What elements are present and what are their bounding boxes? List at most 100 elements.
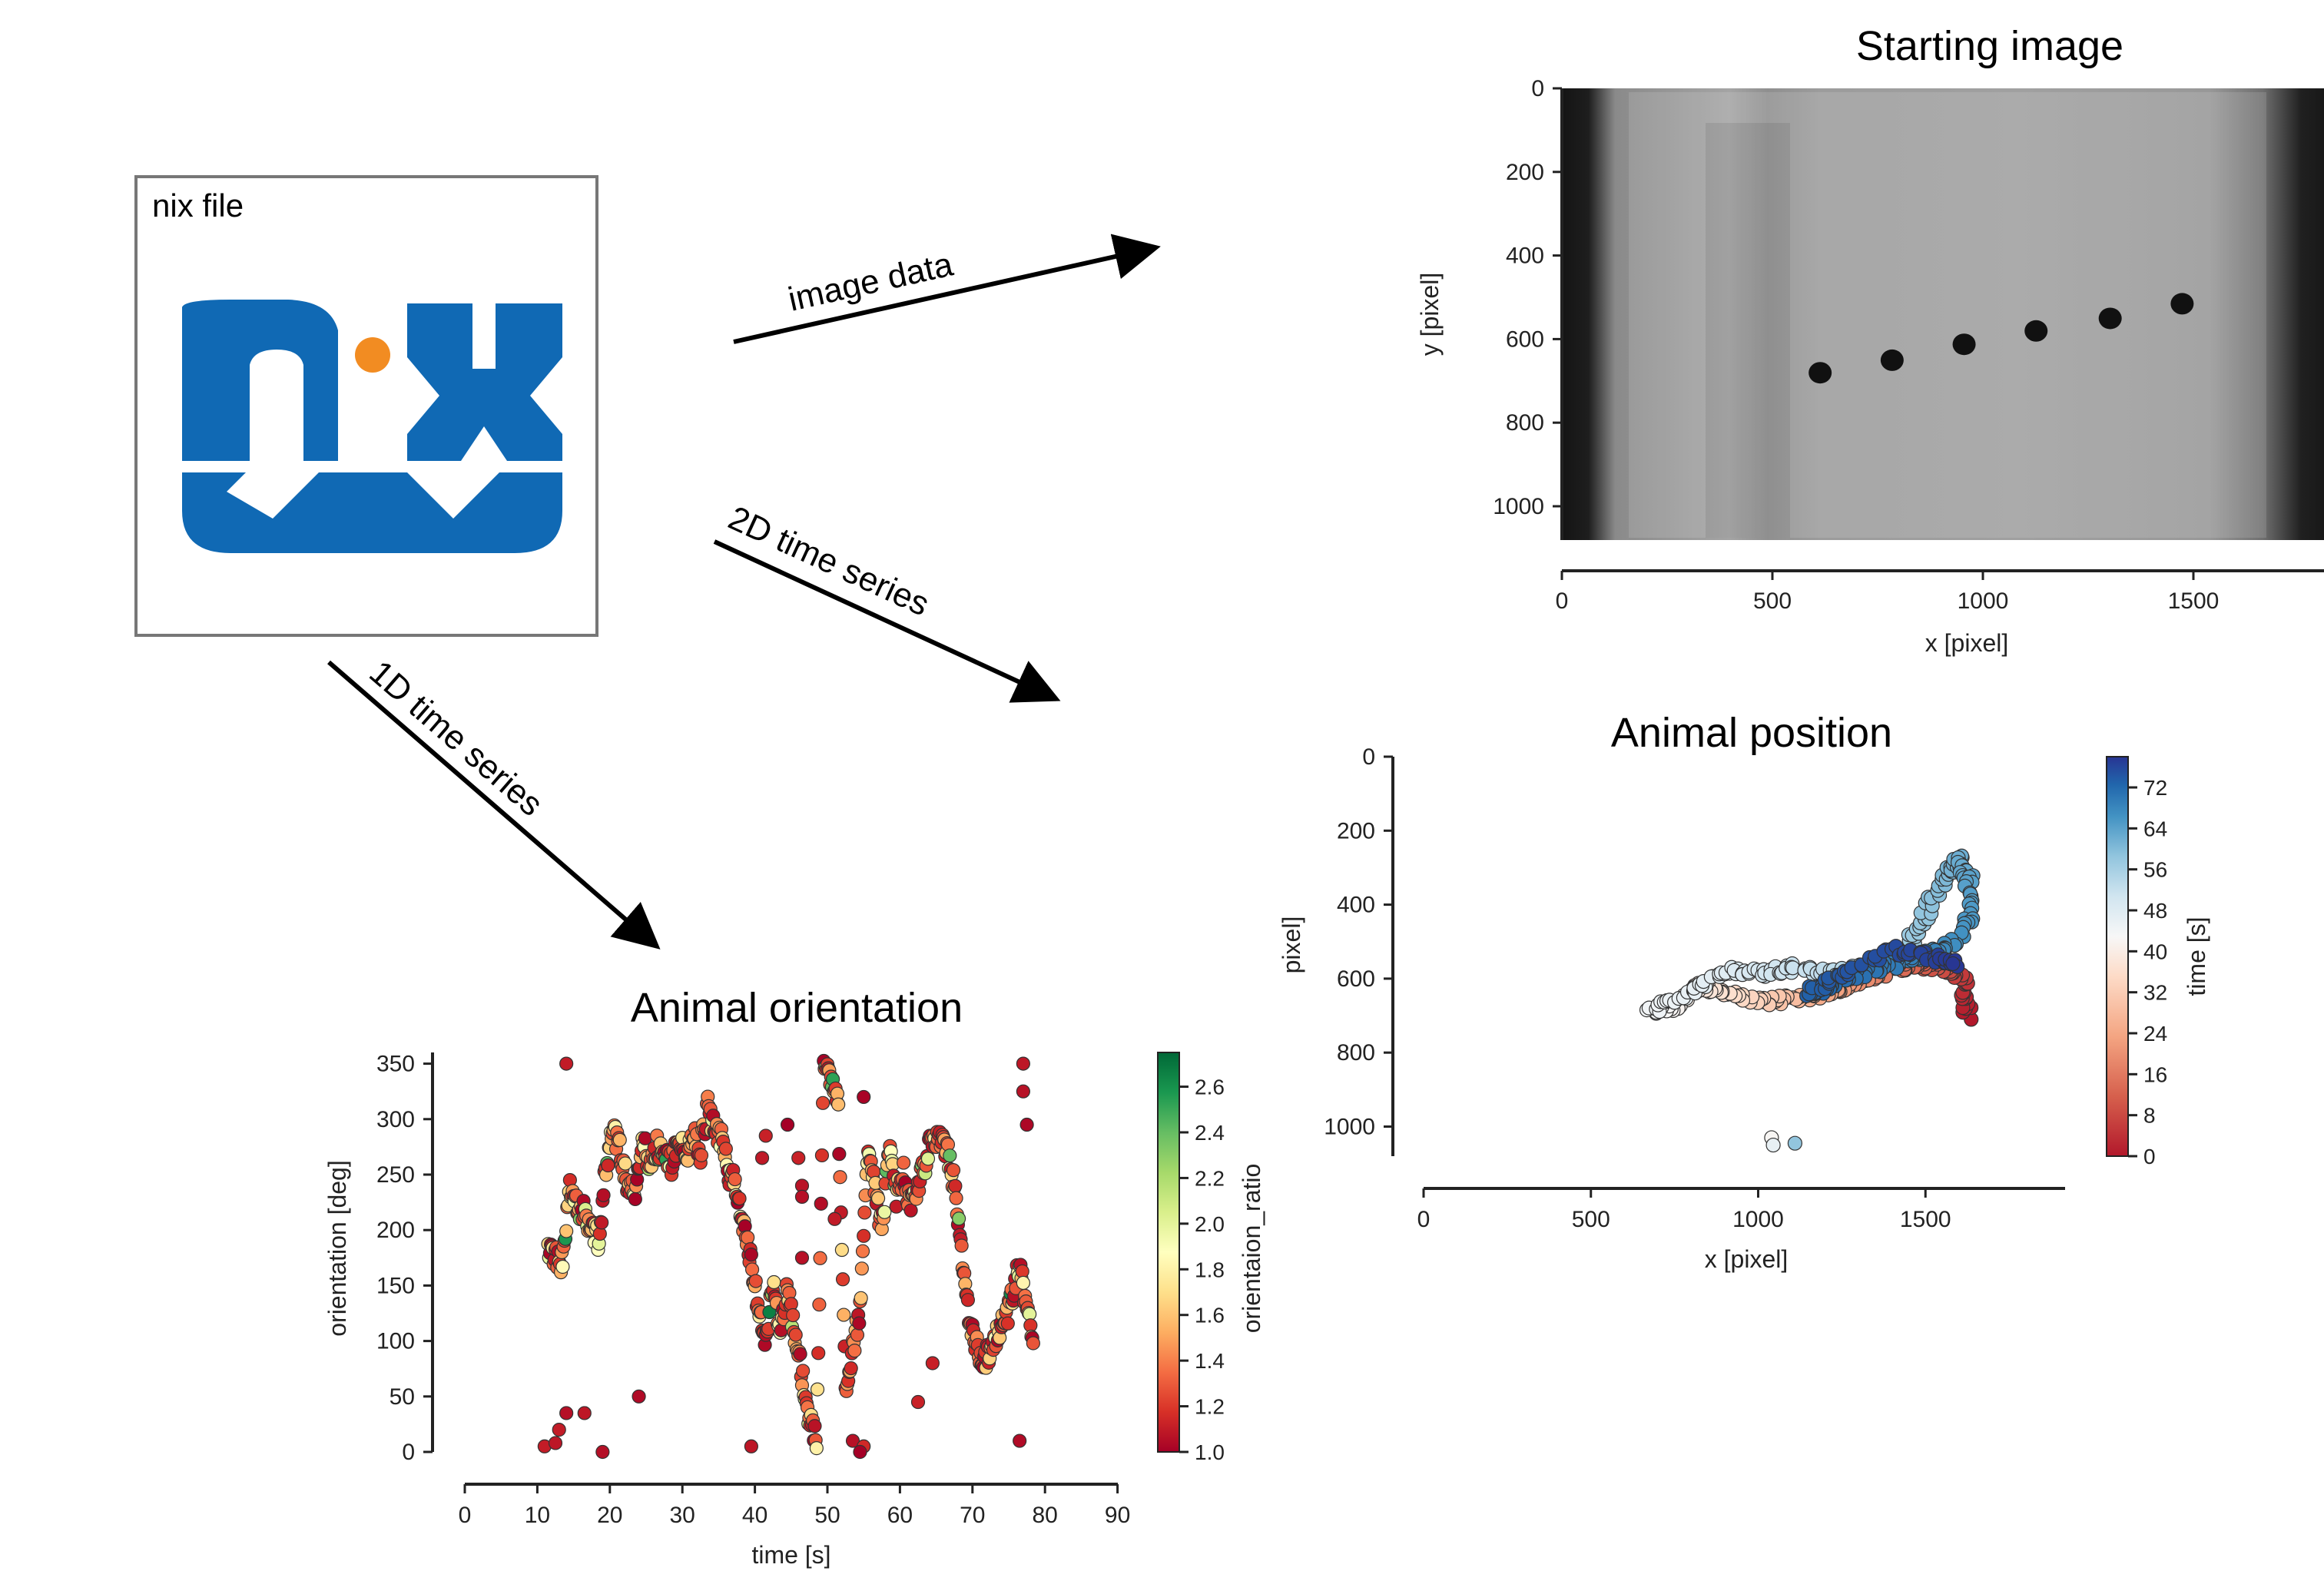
orientation-point bbox=[948, 1178, 963, 1193]
orientation-point bbox=[834, 1242, 849, 1258]
nix-logo-base bbox=[182, 472, 562, 553]
orientation-xtick-label: 10 bbox=[525, 1503, 550, 1528]
orientation-colorbar-tick-label: 2.4 bbox=[1195, 1121, 1225, 1145]
orientation-colorbar-label: orientaion_ratio bbox=[1238, 1164, 1265, 1334]
orientation-point bbox=[732, 1191, 747, 1206]
orientation-point bbox=[835, 1272, 850, 1287]
starting-image-xtick-label: 1500 bbox=[2168, 588, 2220, 614]
position-colorbar-ticks: 0 8 16 24 32 40 48 56 64 72 bbox=[2128, 776, 2167, 1168]
orientation-ytick-label: 0 bbox=[402, 1440, 415, 1465]
orientation-point bbox=[811, 1346, 826, 1361]
orientation-scattered-point bbox=[791, 1151, 806, 1165]
nix-file-label: nix file bbox=[152, 187, 244, 224]
starting-image-ytick-label: 600 bbox=[1506, 326, 1544, 352]
starting-image-shadow bbox=[1706, 123, 1790, 538]
nix-logo-x bbox=[407, 303, 562, 461]
animal-position-panel: Animal position 0 500 1000 1500 02004006008… bbox=[1278, 710, 2210, 1273]
starting-image-dot-5 bbox=[2170, 293, 2194, 315]
orientation-point bbox=[744, 1262, 760, 1277]
orientation-point bbox=[951, 1211, 966, 1226]
orientation-colorbar-tick-label: 1.4 bbox=[1195, 1349, 1225, 1373]
starting-image-title: Starting image bbox=[1856, 23, 2123, 69]
orientation-point bbox=[596, 1188, 611, 1202]
starting-image-xtick-label: 0 bbox=[1556, 588, 1569, 614]
orientation-point bbox=[837, 1308, 851, 1322]
arrow-line-2d-series bbox=[713, 539, 1061, 703]
orientation-xlabel: time [s] bbox=[751, 1541, 830, 1569]
orientation-colorbar-tick-label: 1.6 bbox=[1195, 1304, 1225, 1327]
starting-image-dot-3 bbox=[2024, 320, 2048, 342]
orientation-colorbar-tick-label: 1.2 bbox=[1195, 1395, 1225, 1419]
starting-image-arena bbox=[1629, 92, 2266, 538]
orientation-point bbox=[555, 1259, 570, 1274]
orientation-point bbox=[618, 1156, 632, 1171]
animal-orientation-panel: Animal orientation 0 10 20 30 40 50 60 70 80 90 0… bbox=[323, 985, 1265, 1569]
orientation-xtick-label: 20 bbox=[597, 1503, 622, 1528]
orientation-point bbox=[855, 1244, 870, 1258]
starting-image-x-ticks: 0 500 1000 1500 bbox=[1556, 571, 2220, 614]
orientation-point bbox=[852, 1316, 867, 1331]
position-ytick-label: 400 bbox=[1337, 893, 1375, 918]
orientation-point bbox=[748, 1274, 763, 1288]
position-colorbar-tick-label: 0 bbox=[2143, 1145, 2156, 1168]
orientation-point bbox=[812, 1298, 827, 1312]
orientation-point bbox=[793, 1347, 807, 1361]
orientation-colorbar-tick-label: 1.8 bbox=[1195, 1258, 1225, 1281]
starting-image-dot-2 bbox=[1952, 333, 1976, 356]
orientation-point bbox=[847, 1344, 862, 1358]
position-xtick-label: 1000 bbox=[1732, 1207, 1784, 1232]
orientation-y-ticks: 0 50 100 150 200 250 300 350 bbox=[376, 1052, 433, 1465]
orientation-scattered-point bbox=[780, 1117, 795, 1132]
orientation-scattered-point bbox=[744, 1439, 758, 1453]
orientation-colorbar-tick-label: 1.0 bbox=[1195, 1440, 1225, 1464]
orientation-point bbox=[870, 1191, 886, 1206]
orientation-point bbox=[943, 1148, 957, 1163]
orientation-point bbox=[762, 1304, 777, 1320]
orientation-point bbox=[1015, 1264, 1029, 1279]
starting-image-panel: Starting image 0 500 1000 1500 0 200 400 600 80… bbox=[1416, 23, 2324, 657]
nix-file-box: nix file bbox=[134, 175, 598, 637]
orientation-xtick-label: 90 bbox=[1105, 1503, 1130, 1528]
orientation-scattered-point bbox=[1013, 1433, 1027, 1448]
orientation-scattered-point bbox=[595, 1444, 610, 1460]
orientation-point bbox=[628, 1192, 642, 1207]
position-xtick-label: 0 bbox=[1417, 1207, 1431, 1232]
arrow-image-data: image data bbox=[733, 234, 1161, 344]
orientation-xtick-label: 0 bbox=[459, 1503, 472, 1528]
nix-logo bbox=[182, 300, 562, 553]
orientation-ytick-label: 350 bbox=[376, 1052, 415, 1077]
orientation-ytick-label: 200 bbox=[376, 1218, 415, 1243]
orientation-point bbox=[718, 1142, 733, 1156]
orientation-point bbox=[815, 1095, 830, 1110]
orientation-point bbox=[612, 1132, 627, 1148]
orientation-point bbox=[844, 1361, 858, 1376]
position-ytick-label: 200 bbox=[1337, 818, 1375, 844]
orientation-scattered-point bbox=[910, 1394, 926, 1410]
orientation-point bbox=[807, 1419, 822, 1433]
starting-image-ytick-label: 200 bbox=[1506, 160, 1544, 185]
orientation-point bbox=[814, 1148, 830, 1163]
orientation-scattered-point bbox=[1016, 1056, 1030, 1071]
orientation-point bbox=[897, 1155, 911, 1170]
orientation-colorbar-tick-label: 2.2 bbox=[1195, 1166, 1225, 1190]
orientation-colorbar-tick-label: 2.6 bbox=[1195, 1076, 1225, 1099]
orientation-scattered-point bbox=[552, 1423, 566, 1437]
orientation-point bbox=[854, 1291, 868, 1305]
orientation-point bbox=[877, 1205, 892, 1219]
orientation-point bbox=[946, 1163, 961, 1178]
orientation-point bbox=[831, 1097, 846, 1112]
orientation-scattered-point bbox=[1019, 1117, 1034, 1132]
orientation-scattered-point bbox=[794, 1189, 810, 1204]
position-xtick-label: 1500 bbox=[1900, 1207, 1951, 1232]
position-ytick-label: 1000 bbox=[1324, 1115, 1375, 1140]
orientation-point bbox=[809, 1441, 824, 1456]
orientation-point bbox=[559, 1224, 574, 1238]
position-colorbar-tick-label: 16 bbox=[2143, 1062, 2167, 1086]
position-outlier-point bbox=[1787, 1135, 1803, 1151]
orientation-scattered-point bbox=[794, 1251, 810, 1265]
position-colorbar bbox=[2106, 756, 2129, 1157]
position-ylabel: pixel] bbox=[1278, 916, 1305, 974]
orientation-ytick-label: 100 bbox=[376, 1329, 415, 1354]
starting-image-ylabel: y [pixel] bbox=[1416, 273, 1444, 356]
